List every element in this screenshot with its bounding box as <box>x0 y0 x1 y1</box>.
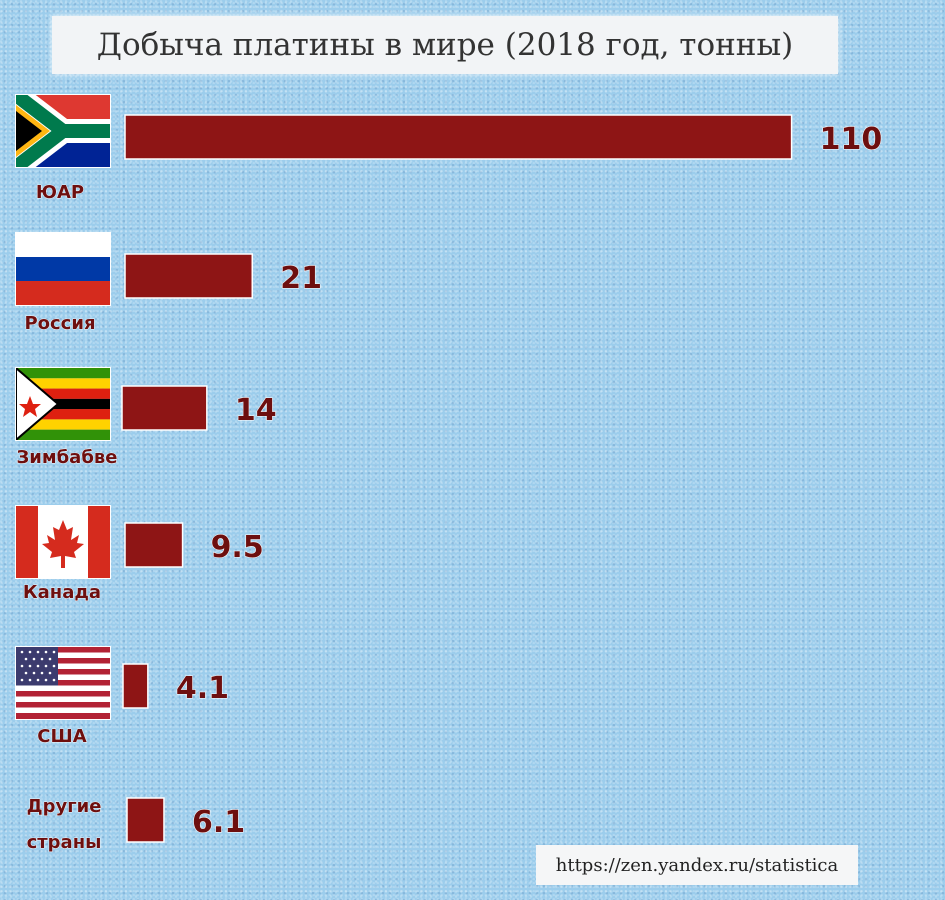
zimbabwe-flag-icon <box>15 367 111 441</box>
category-label-5-line-1: страны <box>27 832 102 853</box>
bar-5 <box>126 797 165 843</box>
russia-flag-icon <box>15 232 111 306</box>
bar-1 <box>124 253 254 299</box>
value-label-5: 6.1 <box>192 805 245 840</box>
chart-title-box: Добыча платины в мире (2018 год, тонны) <box>52 16 838 74</box>
category-label-4: США <box>37 726 86 747</box>
source-box: https://zen.yandex.ru/statistica <box>536 845 858 885</box>
value-label-4: 4.1 <box>176 671 229 706</box>
value-label-3: 9.5 <box>211 530 264 565</box>
bar-3 <box>124 522 184 568</box>
chart-title: Добыча платины в мире (2018 год, тонны) <box>96 27 794 63</box>
south-africa-flag-icon <box>15 94 111 168</box>
bar-2 <box>121 385 208 431</box>
bar-4 <box>122 663 149 709</box>
category-label-0: ЮАР <box>36 182 84 203</box>
source-url: https://zen.yandex.ru/statistica <box>555 854 839 876</box>
usa-flag-icon <box>15 646 111 720</box>
category-label-1: Россия <box>24 313 95 334</box>
category-label-5-line-0: Другие <box>27 796 102 817</box>
category-label-2: Зимбабве <box>17 447 118 468</box>
category-label-3: Канада <box>23 582 101 603</box>
bar-0 <box>124 114 793 160</box>
canada-flag-icon <box>15 505 111 579</box>
value-label-1: 21 <box>280 261 322 296</box>
value-label-2: 14 <box>235 393 277 428</box>
value-label-0: 110 <box>820 122 883 157</box>
